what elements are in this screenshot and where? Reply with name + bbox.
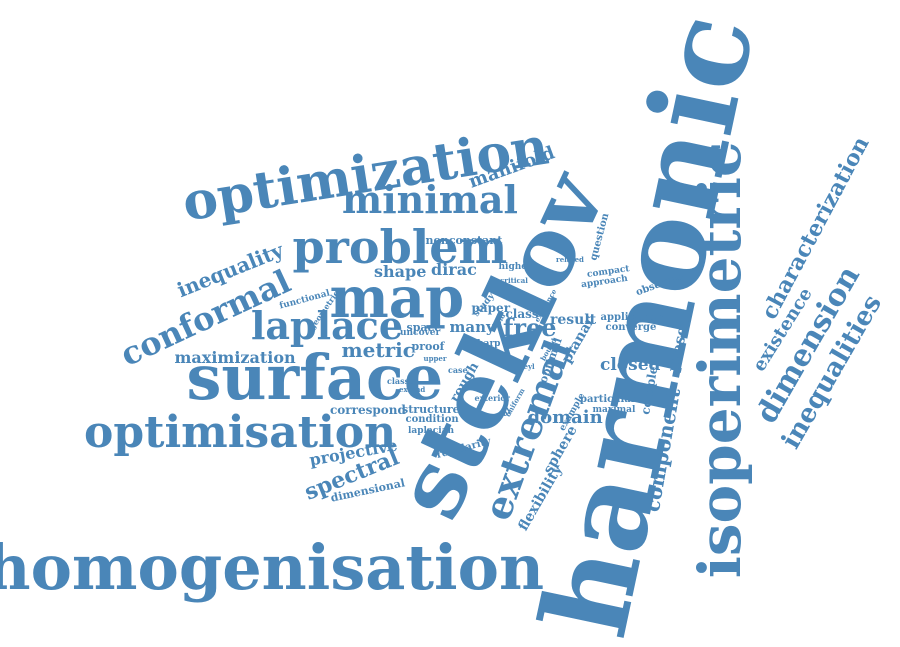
word-converge: converge bbox=[605, 322, 657, 333]
word-case: case bbox=[448, 365, 468, 375]
word-class: class bbox=[505, 307, 539, 321]
word-critical: critical bbox=[500, 275, 528, 285]
word-shape: shape bbox=[374, 262, 427, 281]
word-isoperimetric: isoperimetric bbox=[686, 141, 755, 579]
word-problem: problem bbox=[292, 220, 508, 274]
word-higher: higher bbox=[498, 261, 532, 272]
word-domain: domain bbox=[527, 407, 603, 428]
word-maximal: maximal bbox=[592, 404, 636, 415]
word-laplace: laplace bbox=[251, 303, 403, 348]
word-particular: particular bbox=[580, 394, 637, 405]
word-paper: paper bbox=[471, 301, 511, 315]
word-laplacian: laplacian bbox=[408, 425, 455, 436]
word-uncover: uncover bbox=[400, 327, 441, 338]
word-homogenisation: homogenisation bbox=[0, 531, 545, 604]
word-metric: metric bbox=[341, 338, 415, 362]
word-nonconstant: nonconstant bbox=[425, 233, 503, 247]
word-condition: condition bbox=[405, 414, 459, 425]
word-minimal: minimal bbox=[342, 177, 518, 222]
word-space: space bbox=[406, 320, 442, 334]
word-related: related bbox=[556, 254, 584, 264]
word-proof: proof bbox=[411, 339, 445, 353]
word-structure: structure bbox=[402, 402, 460, 416]
word-optimisation: optimisation bbox=[84, 407, 397, 458]
word-free: free bbox=[503, 313, 557, 342]
word-classes: classes bbox=[387, 376, 419, 386]
word-upper: upper bbox=[423, 353, 447, 363]
word-result: result bbox=[550, 312, 597, 328]
word-application: application bbox=[600, 312, 664, 323]
word-exterior: exterior bbox=[474, 393, 510, 403]
word-closed: closed bbox=[600, 354, 661, 375]
word-weyl: weyl bbox=[517, 361, 535, 371]
word-extend: extend bbox=[399, 384, 426, 394]
word-dirac: dirac bbox=[431, 260, 477, 279]
word-map: map bbox=[329, 265, 465, 331]
word-maximization: maximization bbox=[174, 348, 296, 367]
word-correspond: correspond bbox=[330, 403, 406, 417]
word-surface: surface bbox=[186, 341, 444, 414]
word-sharp: sharp bbox=[472, 338, 501, 349]
word-many: many bbox=[449, 317, 495, 336]
